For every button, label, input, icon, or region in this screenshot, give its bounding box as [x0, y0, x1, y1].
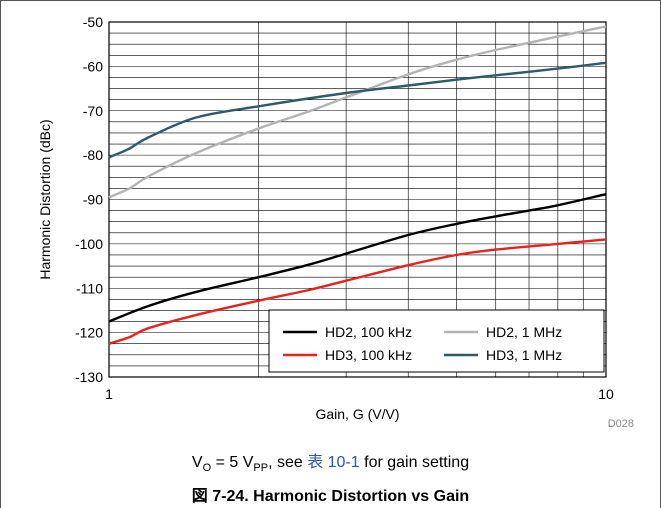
table-reference-link[interactable]: 表 10-1: [307, 454, 360, 471]
y-tick-label: -130: [75, 369, 103, 385]
figure-code: D028: [608, 418, 634, 430]
y-tick-label: -50: [83, 14, 103, 30]
series-line-hd3-1-mhz: [108, 61, 607, 159]
caption-v-sub: O: [202, 462, 212, 475]
legend-box: [268, 309, 605, 373]
frame-left-border: [0, 0, 1, 508]
series-line-hd2-1-mhz: [108, 25, 607, 199]
x-axis-label: Gain, G (V/V): [315, 406, 399, 422]
y-tick-label: -120: [75, 325, 103, 341]
caption-pp-sub: PP: [253, 462, 269, 475]
caption-rest: for gain setting: [359, 454, 470, 471]
test-conditions-caption: VO = 5 VPP, see 表 10-1 for gain setting: [0, 448, 661, 474]
y-axis-label: Harmonic Distortion (dBc): [37, 119, 53, 279]
legend-label: HD2, 1 MHz: [486, 324, 562, 340]
plot-border: [108, 21, 607, 378]
series-line-hd2-100-khz: [108, 193, 607, 323]
y-tick-label: -110: [76, 280, 103, 296]
y-tick-label: -70: [83, 103, 103, 119]
x-tick-label: 1: [105, 386, 113, 402]
series-line-hd3-100-khz: [108, 238, 607, 345]
y-tick-label: -60: [83, 58, 103, 74]
y-tick-label: -80: [83, 147, 103, 163]
legend-label: HD2, 100 kHz: [325, 324, 412, 340]
caption-v: V: [191, 454, 203, 471]
legend-label: HD3, 100 kHz: [325, 347, 412, 363]
harmonic-distortion-chart: -130 -120 -110 -100 -90 -80 -70 -60 -50 1 10 Gain, …: [37, 14, 634, 430]
legend-label: HD3, 1 MHz: [486, 347, 562, 363]
frame-top-border: [0, 0, 661, 1]
caption-eq: = 5 V: [211, 454, 254, 471]
y-tick-label: -100: [75, 236, 103, 252]
y-tick-label: -90: [83, 192, 103, 208]
figure-caption: 図 7-24. Harmonic Distortion vs Gain: [191, 488, 470, 505]
x-tick-label: 10: [598, 386, 614, 402]
caption-see: , see: [268, 454, 308, 471]
